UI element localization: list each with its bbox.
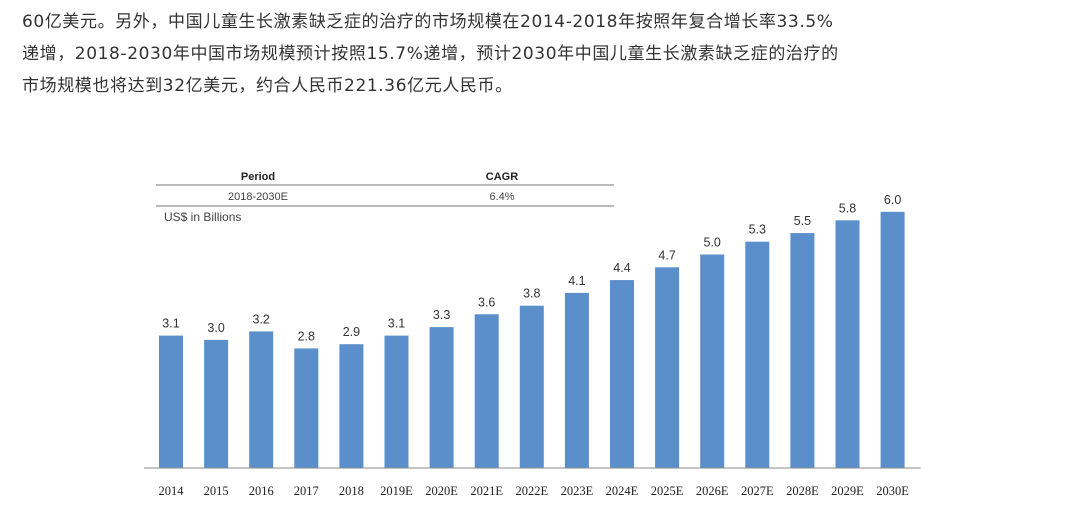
cagr-table-header-period: Period — [241, 171, 275, 183]
bar-2026E — [700, 254, 725, 468]
x-tick-2015: 2015 — [204, 484, 229, 498]
value-labels: 3.1 3.0 3.2 2.8 2.9 3.1 3.3 3.6 3.8 4.1 4.4 4.7 5.0 5… — [162, 193, 901, 344]
bar-2020E — [429, 327, 454, 468]
bar-2027E — [745, 241, 770, 468]
article-line: 60亿美元。另外，中国儿童生长激素缺乏症的治疗的市场规模在2014-2018年按… — [22, 12, 834, 32]
x-tick-2018: 2018 — [339, 484, 364, 498]
x-tick-2016: 2016 — [249, 484, 274, 498]
value-label-2027E: 5.3 — [749, 223, 766, 237]
x-tick-2024E: 2024E — [606, 484, 639, 498]
bar-2028E — [790, 233, 815, 468]
value-label-2020E: 3.3 — [433, 308, 450, 322]
x-tick-2026E: 2026E — [696, 484, 729, 498]
bar-2019E — [384, 335, 409, 468]
value-label-2024E: 4.4 — [613, 261, 630, 275]
bar-2024E — [610, 280, 634, 468]
bar-2015 — [204, 339, 229, 468]
x-tick-2029E: 2029E — [831, 484, 864, 498]
article-paragraph: 60亿美元。另外，中国儿童生长激素缺乏症的治疗的市场规模在2014-2018年按… — [22, 6, 1062, 102]
value-label-2023E: 4.1 — [568, 274, 585, 288]
bar-2030E — [880, 211, 905, 469]
article-line: 递增，2018-2030年中国市场规模预计按照15.7%递增，预计2030年中国… — [22, 44, 839, 64]
value-label-2015: 3.0 — [207, 321, 224, 335]
bar-2029E — [835, 220, 860, 468]
cagr-table-cagr-value: 6.4% — [489, 191, 514, 203]
value-label-2021E: 3.6 — [478, 295, 495, 309]
value-label-2017: 2.8 — [298, 329, 315, 343]
bar-2021E — [474, 314, 499, 468]
x-tick-2014: 2014 — [159, 484, 185, 498]
x-tick-2022E: 2022E — [515, 484, 548, 498]
y-unit-label: US$ in Billions — [164, 210, 241, 224]
bar-2022E — [519, 305, 544, 468]
value-label-2014: 3.1 — [162, 317, 179, 331]
x-tick-2019E: 2019E — [380, 484, 413, 498]
x-tick-2025E: 2025E — [651, 484, 684, 498]
x-tick-2027E: 2027E — [741, 484, 774, 498]
cagr-table-header-cagr: CAGR — [486, 171, 518, 183]
x-tick-2021E: 2021E — [470, 484, 503, 498]
value-label-2025E: 4.7 — [658, 248, 675, 262]
x-tick-2017: 2017 — [294, 484, 319, 498]
x-tick-labels: 2014 2015 2016 2017 2018 2019E 2020E 2021E 2022E… — [159, 484, 910, 498]
x-tick-2028E: 2028E — [786, 484, 819, 498]
value-label-2030E: 6.0 — [884, 193, 901, 207]
bar-2023E — [564, 292, 589, 468]
cagr-table: Period CAGR 2018-2030E 6.4% US$ in Billi… — [156, 171, 614, 224]
value-label-2019E: 3.1 — [388, 317, 405, 331]
value-label-2016: 3.2 — [253, 312, 270, 326]
article-line: 市场规模也将达到32亿美元，约合人民币221.36亿元人民币。 — [22, 76, 513, 96]
x-tick-2030E: 2030E — [876, 484, 909, 498]
x-tick-2020E: 2020E — [425, 484, 458, 498]
value-label-2029E: 5.8 — [839, 201, 856, 215]
bar-2017 — [294, 348, 319, 468]
value-label-2022E: 3.8 — [523, 287, 540, 301]
x-tick-2023E: 2023E — [561, 484, 594, 498]
value-label-2028E: 5.5 — [794, 214, 811, 228]
bar-2018 — [339, 344, 364, 468]
bars — [159, 211, 905, 469]
bar-2016 — [249, 331, 274, 468]
market-size-chart: Period CAGR 2018-2030E 6.4% US$ in Billi… — [138, 150, 930, 510]
bar-2025E — [655, 267, 680, 468]
bar-2014 — [159, 335, 183, 468]
value-label-2018: 2.9 — [343, 325, 360, 339]
bar-chart-svg: Period CAGR 2018-2030E 6.4% US$ in Billi… — [144, 171, 921, 498]
cagr-table-period-value: 2018-2030E — [228, 191, 288, 203]
value-label-2026E: 5.0 — [704, 236, 721, 250]
